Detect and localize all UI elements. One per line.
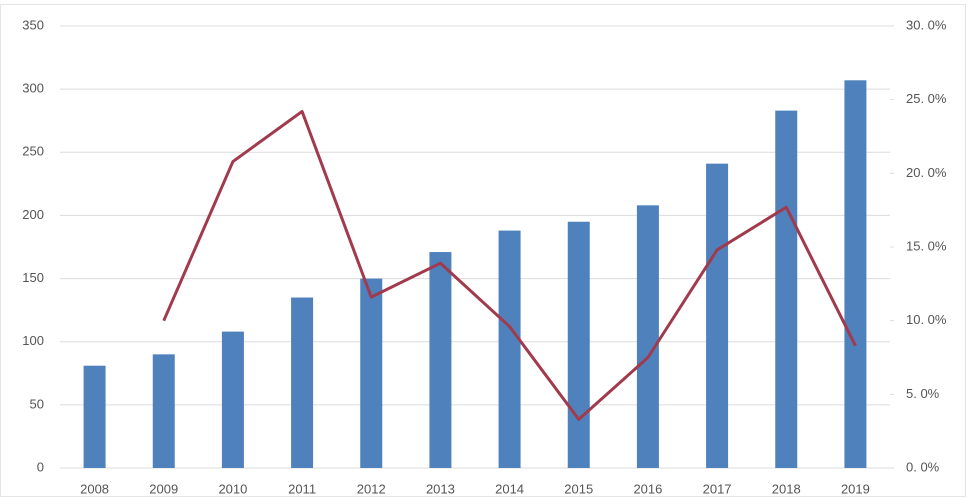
frame [0, 4, 966, 497]
y-tick-label: 0 [37, 459, 44, 474]
y-tick-label: 50 [30, 396, 44, 411]
bar [706, 163, 729, 468]
x-tick-label: 2015 [564, 481, 593, 496]
x-tick-label: 2013 [426, 481, 455, 496]
bar [221, 331, 244, 468]
y-tick-label: 350 [22, 17, 44, 32]
y-tick-label: 300 [22, 81, 44, 96]
x-tick-label: 2008 [80, 481, 109, 496]
y2-tick-label: 15. 0% [906, 238, 947, 253]
x-tick-label: 2016 [633, 481, 662, 496]
bar [83, 365, 106, 468]
bar [567, 221, 590, 468]
bar [498, 230, 521, 468]
x-tick-label: 2009 [149, 481, 178, 496]
y2-tick-label: 30. 0% [906, 17, 947, 32]
y-tick-label: 250 [22, 144, 44, 159]
bar [429, 252, 452, 468]
bar [360, 278, 383, 468]
bar [152, 354, 175, 468]
x-tick-label: 2011 [288, 481, 316, 496]
x-tick-label: 2017 [703, 481, 732, 496]
y-tick-label: 150 [22, 270, 44, 285]
bar [291, 297, 314, 468]
x-tick-label: 2018 [772, 481, 801, 496]
y2-tick-label: 0. 0% [906, 459, 940, 474]
y2-tick-label: 20. 0% [906, 165, 947, 180]
y2-tick-label: 25. 0% [906, 91, 947, 106]
y2-tick-label: 5. 0% [906, 386, 940, 401]
x-tick-label: 2012 [357, 481, 386, 496]
x-tick-label: 2010 [218, 481, 247, 496]
x-tick-label: 2014 [495, 481, 524, 496]
bar [844, 80, 867, 468]
line [162, 109, 857, 421]
y2-tick-label: 10. 0% [906, 312, 947, 327]
y-tick-label: 100 [22, 333, 44, 348]
bar [636, 205, 659, 468]
y-tick-label: 200 [22, 207, 44, 222]
x-tick-label: 2019 [841, 481, 870, 496]
bar [775, 110, 798, 469]
